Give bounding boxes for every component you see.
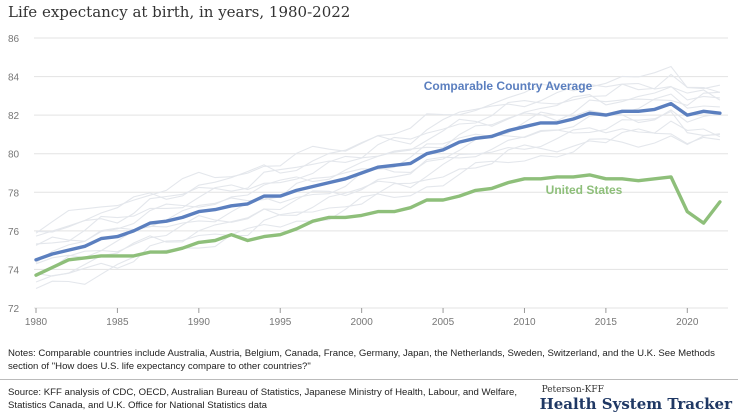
country-line [35,120,721,277]
chart-title: Life expectancy at birth, in years, 1980… [8,3,351,21]
country-line [35,128,720,283]
y-tick-label: 86 [8,34,20,45]
x-tick-label: 2005 [432,317,455,328]
brand-big-text: Health System Tracker [539,395,732,413]
y-tick-label: 84 [8,73,20,84]
x-tick-label: 2010 [513,317,536,328]
axis-ticks: 72 74 76 78 80 82 84 86 1980 1985 1990 1995 2000 2005… [8,34,699,328]
series-line-average [34,101,722,262]
country-line [35,65,721,234]
y-tick-label: 72 [8,304,20,315]
series-lines [34,101,722,277]
x-tick-label: 1985 [106,317,129,328]
chart-source: Source: KFF analysis of CDC, OECD, Austr… [8,387,518,411]
y-tick-label: 82 [8,111,20,122]
series-line-us [34,173,722,277]
country-line [35,82,720,237]
x-tick-label: 1980 [25,317,48,328]
country-line [35,86,721,245]
country-line [35,110,720,277]
x-tick-label: 1990 [188,317,211,328]
gridlines [34,37,728,309]
series-labels: Comparable Country Average United States [424,79,623,197]
x-tick-label: 2020 [676,317,699,328]
y-tick-label: 78 [8,188,20,199]
x-tick-label: 2015 [595,317,618,328]
divider [0,379,738,380]
y-tick-label: 80 [8,150,20,161]
brand-small-text: Peterson-KFF [541,385,604,395]
series-label-average: Comparable Country Average [424,79,593,93]
y-tick-label: 76 [8,227,20,238]
brand-logo: Peterson-KFF Health System Tracker [540,385,732,413]
life-expectancy-chart: Comparable Country Average United States… [8,34,728,328]
y-tick-label: 74 [8,265,20,276]
series-label-us: United States [546,183,623,197]
x-tick-label: 1995 [269,317,292,328]
chart-notes: Notes: Comparable countries include Aust… [8,348,715,372]
x-tick-label: 2000 [351,317,374,328]
